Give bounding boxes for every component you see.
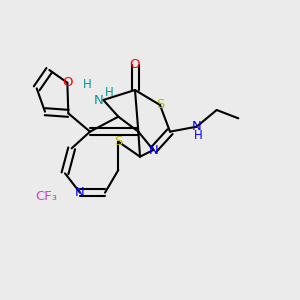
Text: N: N (192, 120, 202, 133)
Text: O: O (130, 58, 140, 71)
Text: N: N (148, 143, 158, 157)
Text: N: N (94, 94, 103, 106)
Text: H: H (194, 129, 203, 142)
Text: H: H (105, 85, 114, 98)
Text: S: S (156, 98, 164, 112)
Text: S: S (114, 135, 122, 148)
Text: N: N (75, 186, 85, 199)
Text: H: H (83, 79, 92, 92)
Text: O: O (62, 76, 73, 89)
Text: CF₃: CF₃ (36, 190, 58, 203)
